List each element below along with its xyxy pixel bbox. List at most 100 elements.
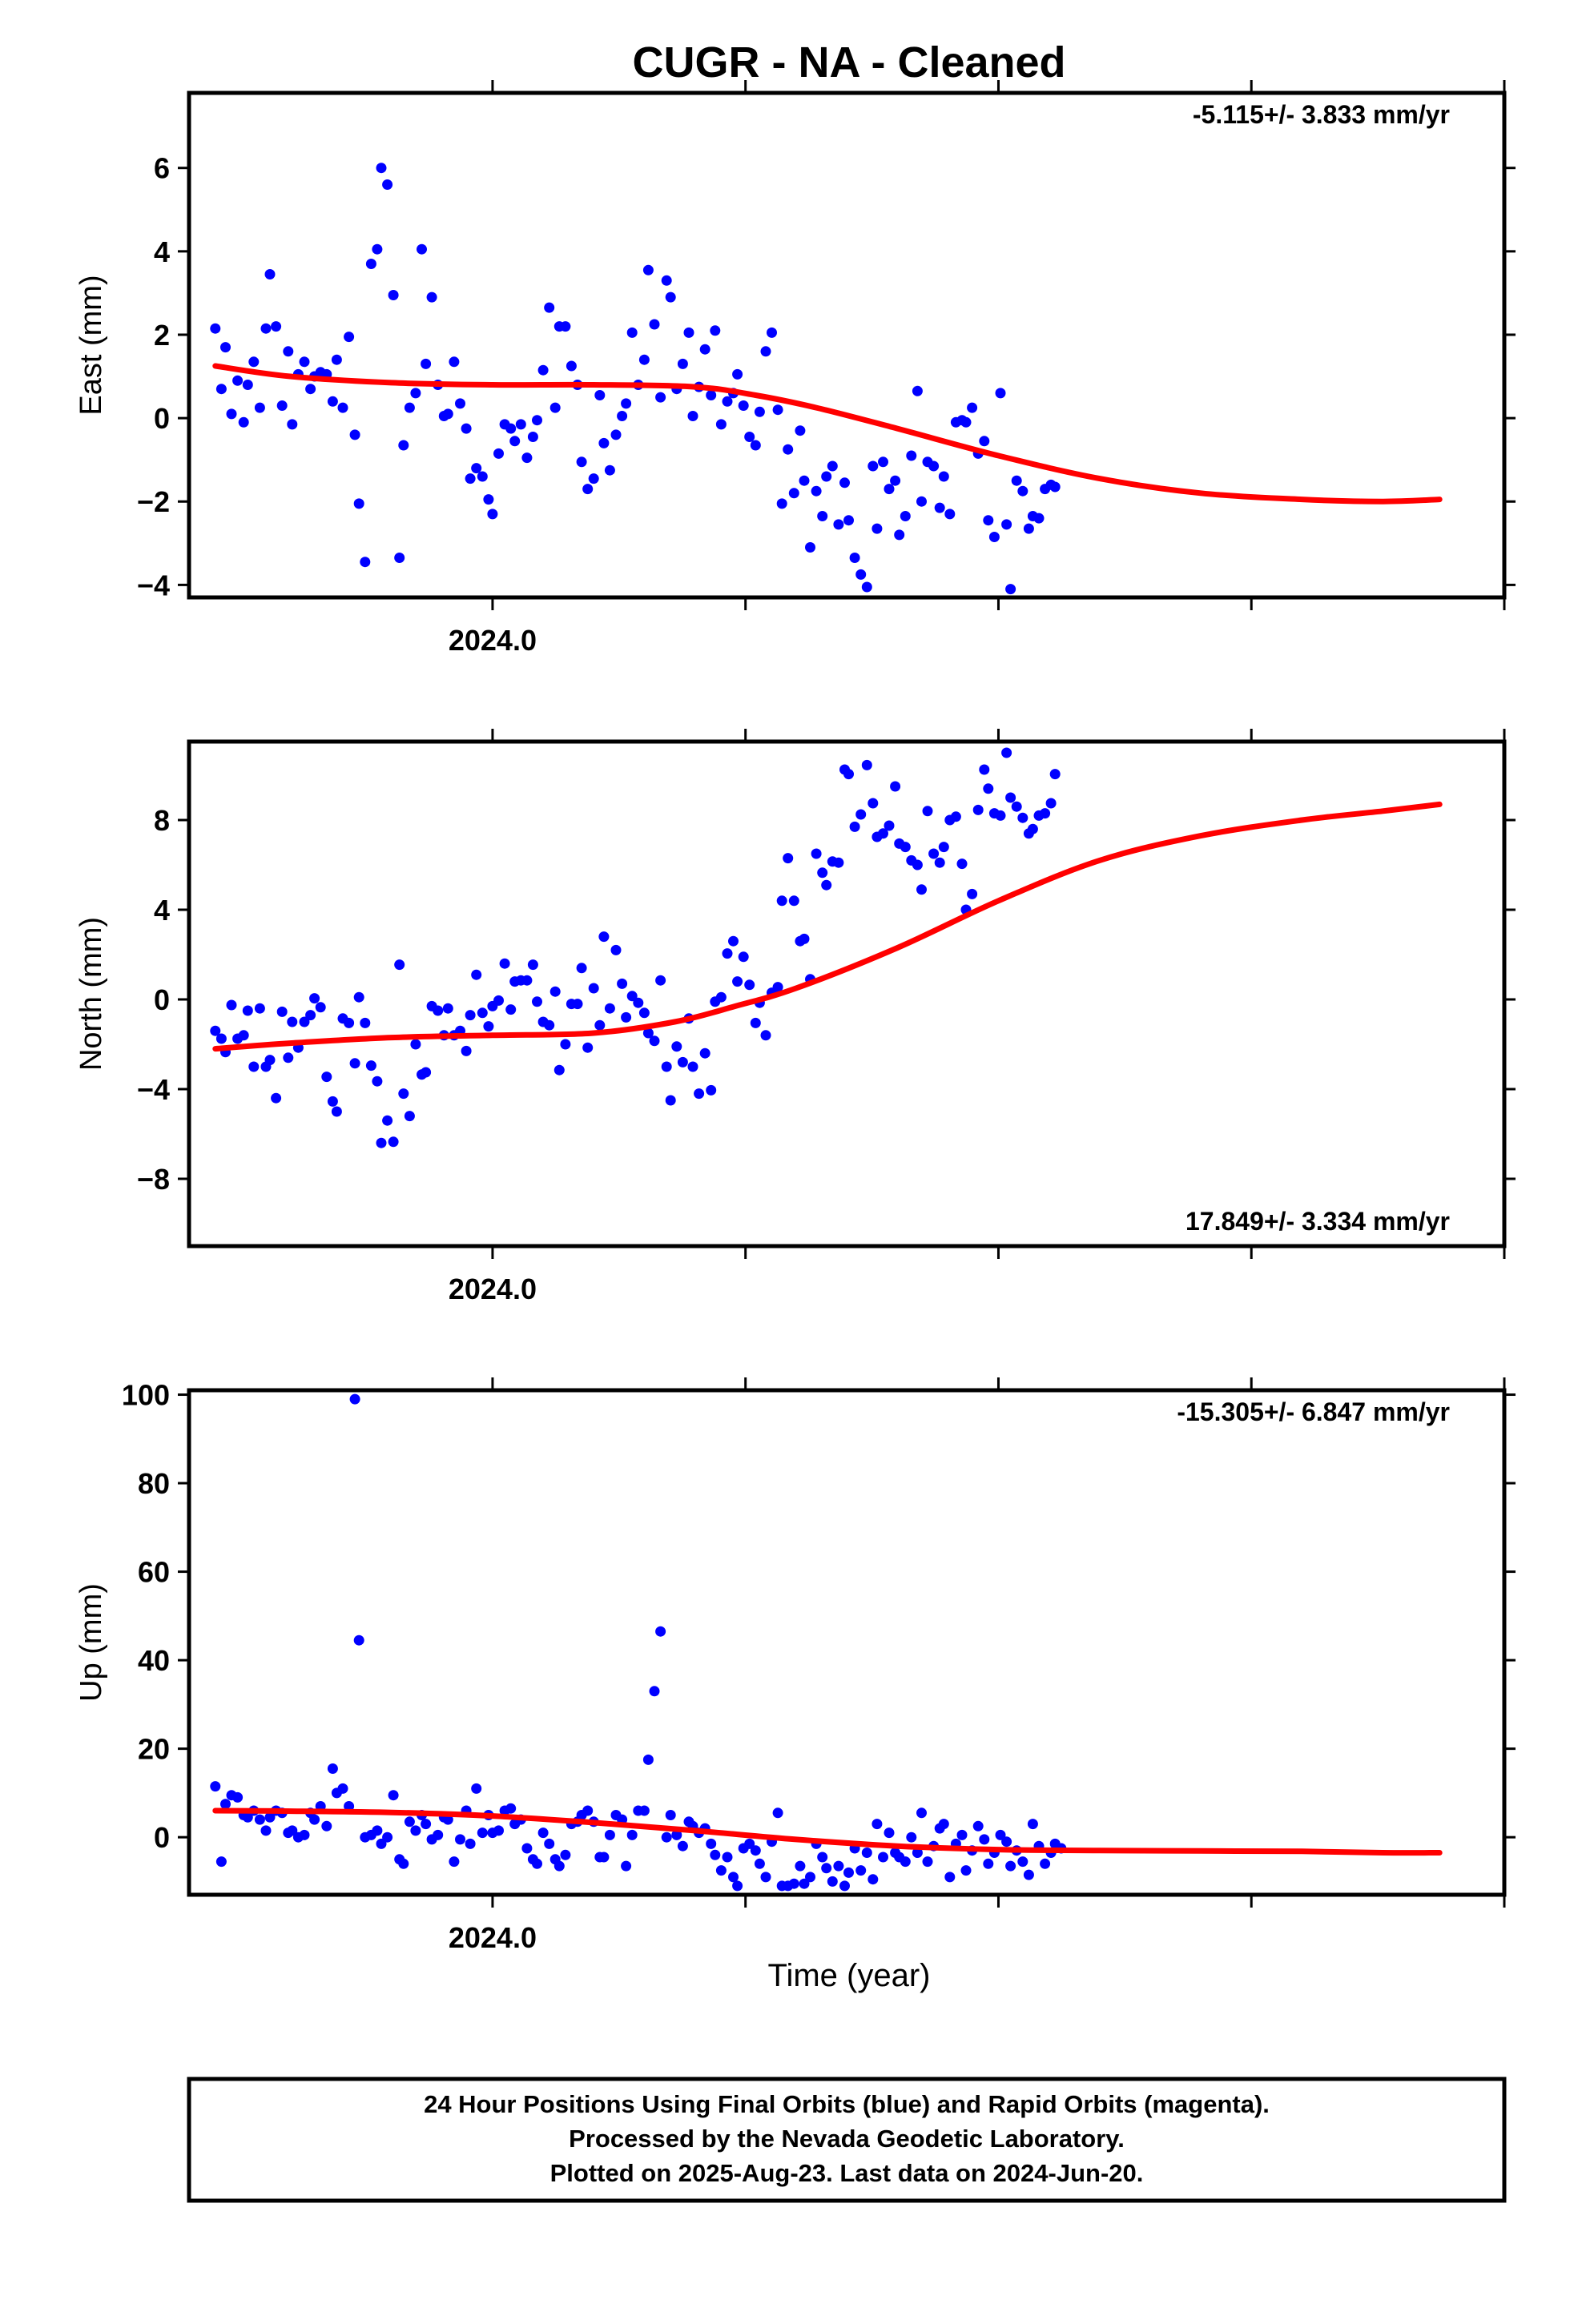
east-data-point xyxy=(754,406,765,417)
east-data-point xyxy=(515,419,526,430)
east-y-axis-label: East (mm) xyxy=(74,275,108,415)
east-data-point xyxy=(566,360,577,372)
up-data-point xyxy=(861,1848,872,1858)
up-data-point xyxy=(671,1829,682,1840)
footer-box xyxy=(187,2077,1507,2203)
east-data-point xyxy=(232,375,244,386)
north-data-point xyxy=(995,810,1006,821)
east-data-point xyxy=(795,425,806,436)
north-plot-frame xyxy=(187,739,1507,1248)
east-data-point xyxy=(988,532,1000,542)
up-data-point xyxy=(642,1754,654,1765)
east-data-point xyxy=(509,436,521,447)
up-data-point xyxy=(1017,1856,1029,1868)
east-data-point xyxy=(238,416,249,428)
east-data-point xyxy=(271,321,282,332)
chart-title: CUGR - NA - Cleaned xyxy=(632,38,1065,86)
up-data-point xyxy=(353,1634,364,1646)
up-data-point xyxy=(843,1867,854,1878)
up-data-point xyxy=(916,1807,927,1819)
north-data-point xyxy=(344,1017,355,1028)
north-data-point xyxy=(1017,812,1029,823)
east-data-point xyxy=(687,411,698,421)
north-data-point xyxy=(633,997,644,1008)
east-data-point xyxy=(276,400,288,411)
north-data-point xyxy=(665,1095,676,1106)
north-data-point xyxy=(527,959,538,971)
north-data-point xyxy=(744,979,755,991)
up-data-point xyxy=(1001,1836,1012,1848)
up-data-point xyxy=(760,1872,771,1883)
north-data-point xyxy=(553,1064,565,1076)
north-data-point xyxy=(461,1045,472,1056)
up-data-point xyxy=(553,1860,565,1872)
east-data-point xyxy=(594,390,606,400)
east-data-point xyxy=(833,519,844,530)
north-data-point xyxy=(264,1055,276,1066)
up-data-point xyxy=(979,1834,990,1845)
up-data-point xyxy=(477,1827,488,1839)
up-data-point xyxy=(1040,1858,1051,1869)
north-data-point xyxy=(360,1017,371,1028)
east-data-point xyxy=(861,581,872,593)
up-data-point xyxy=(537,1827,549,1839)
north-data-point xyxy=(610,944,622,955)
east-plot-frame xyxy=(187,90,1507,600)
up-data-point xyxy=(944,1872,956,1883)
up-data-point xyxy=(398,1858,409,1869)
east-data-point xyxy=(805,542,815,553)
north-data-point xyxy=(365,1060,376,1072)
east-data-point xyxy=(928,460,940,472)
north-data-point xyxy=(799,933,810,944)
east-data-point xyxy=(349,429,360,440)
north-ytick-label: 0 xyxy=(154,983,170,1016)
north-data-point xyxy=(890,781,901,792)
up-data-point xyxy=(655,1626,666,1637)
east-data-point xyxy=(738,400,749,411)
north-data-point xyxy=(750,1017,761,1028)
north-data-point xyxy=(1005,792,1016,803)
north-data-point xyxy=(788,895,799,907)
north-data-point xyxy=(722,948,733,959)
north-data-point xyxy=(855,809,867,820)
north-data-points xyxy=(210,747,1061,1148)
north-data-point xyxy=(394,959,405,971)
north-data-point xyxy=(215,1033,227,1044)
east-data-point xyxy=(365,259,376,269)
up-data-point xyxy=(900,1856,911,1868)
up-data-point xyxy=(788,1878,799,1889)
east-data-point xyxy=(394,553,405,563)
east-data-point xyxy=(465,473,476,485)
east-data-point xyxy=(710,325,721,336)
north-data-point xyxy=(1040,808,1051,819)
up-data-point xyxy=(805,1872,815,1883)
east-data-point xyxy=(264,269,276,279)
north-data-point xyxy=(950,811,961,822)
east-ytick-label: −2 xyxy=(137,485,170,518)
east-data-point xyxy=(477,471,488,482)
north-data-point xyxy=(878,828,888,839)
up-data-point xyxy=(626,1829,638,1840)
up-data-point xyxy=(382,1831,393,1843)
up-data-point xyxy=(938,1819,949,1830)
east-ytick-label: −4 xyxy=(137,569,170,601)
north-data-point xyxy=(305,1010,316,1021)
north-data-point xyxy=(372,1076,383,1087)
north-data-point xyxy=(983,783,994,794)
up-data-point xyxy=(327,1763,338,1774)
north-data-point xyxy=(728,935,739,947)
east-data-point xyxy=(799,475,810,486)
up-data-point xyxy=(872,1819,883,1830)
east-ytick-label: 0 xyxy=(154,402,170,435)
east-data-point xyxy=(626,327,638,338)
north-data-point xyxy=(544,1019,555,1031)
north-data-point xyxy=(772,982,783,993)
north-data-point xyxy=(1001,747,1012,758)
up-data-point xyxy=(817,1852,828,1863)
east-data-point xyxy=(677,358,688,369)
footer-line-2: Processed by the Nevada Geodetic Laborat… xyxy=(569,2125,1125,2153)
up-data-point xyxy=(983,1858,994,1869)
east-data-point xyxy=(894,529,905,541)
up-data-point xyxy=(433,1829,444,1840)
east-data-point xyxy=(537,364,549,376)
